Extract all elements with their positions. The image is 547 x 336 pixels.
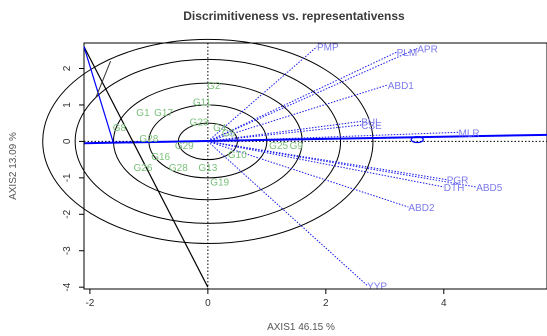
genotype-label: G5 <box>222 128 236 139</box>
genotype-label: G16 <box>151 152 170 163</box>
environment-label: CSE <box>361 121 382 132</box>
y-tick-label: 0 <box>62 138 73 144</box>
environment-label: APR <box>417 44 438 55</box>
y-tick-label: -2 <box>62 209 73 218</box>
environment-vector <box>207 141 368 286</box>
environment-label: PMP <box>317 43 339 54</box>
environment-vector <box>207 46 318 142</box>
genotype-label: G25 <box>269 141 288 152</box>
environment-vector <box>207 48 418 142</box>
x-tick-label: 2 <box>323 298 329 309</box>
genotype-label: G28 <box>169 163 188 174</box>
genotype-label: G17 <box>154 108 173 119</box>
environment-label: DTH <box>444 183 465 194</box>
environment-label: ABD2 <box>408 203 435 214</box>
reference-lines <box>83 43 547 289</box>
genotype-label: G13 <box>198 163 217 174</box>
y-tick-label: 2 <box>62 65 73 71</box>
genotype-label: G8 <box>113 123 127 134</box>
genotype-label: G26 <box>134 163 153 174</box>
x-tick-label: -2 <box>85 298 94 309</box>
environment-label: BUL <box>361 117 381 128</box>
environment-vectors <box>207 46 477 286</box>
y-tick-label: -4 <box>62 282 73 291</box>
aec-ordinate-line <box>83 46 209 288</box>
chart-title: Discrimitiveness vs. representativenss <box>183 9 405 23</box>
environment-label: ABD1 <box>388 81 415 92</box>
plot-frame <box>83 42 547 290</box>
genotype-label: G2 <box>207 81 221 92</box>
genotype-label: G9 <box>290 141 304 152</box>
x-tick-label: 4 <box>441 298 447 309</box>
environment-label: ABD5 <box>476 183 503 194</box>
average-environment-marker <box>410 135 424 144</box>
genotype-label: G19 <box>210 177 229 188</box>
y-tick-label: 1 <box>62 102 73 108</box>
x-axis: -2 0 2 4 <box>85 288 447 309</box>
genotype-label: G29 <box>175 141 194 152</box>
genotype-label: G23 <box>190 117 209 128</box>
environment-vector <box>207 140 477 188</box>
environment-label: YYP <box>367 281 387 292</box>
average-environment-axis <box>83 133 547 145</box>
genotype-label: G1 <box>136 108 150 119</box>
x-tick-label: 0 <box>205 298 211 309</box>
environment-vector <box>207 140 444 188</box>
plot-area: G2 G11 G1 G17 G23 G8 G4 G28 G29 G5 G16 G10 G25 G9 G26 G… <box>42 38 547 293</box>
environment-vector <box>207 84 388 142</box>
projection-line <box>83 46 115 144</box>
environment-vector <box>207 140 409 208</box>
environment-label: PGR <box>447 176 469 187</box>
environment-label: MLR <box>459 128 480 139</box>
genotype-label: G4 <box>213 123 227 134</box>
y-tick-label: -1 <box>62 173 73 182</box>
genotype-label: G11 <box>193 97 212 108</box>
guide-segment <box>95 61 112 98</box>
genotype-label: G28 <box>139 134 158 145</box>
environment-label: PLM <box>397 48 418 59</box>
y-tick-label: -3 <box>62 246 73 255</box>
y-axis-label: AXIS2 13.09 % <box>8 132 19 200</box>
y-axis: -4 -3 -2 -1 0 1 2 <box>62 65 85 292</box>
genotype-labels: G2 G11 G1 G17 G23 G8 G4 G28 G29 G5 G16 G10 G25 G9 G26 G… <box>113 81 304 189</box>
x-axis-label: AXIS1 46.15 % <box>267 322 335 333</box>
genotype-label: G10 <box>228 150 247 161</box>
